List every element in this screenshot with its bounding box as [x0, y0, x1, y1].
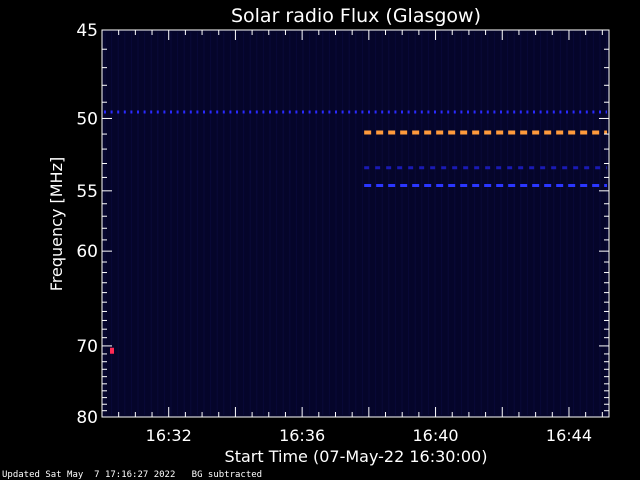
footer-updated: Updated Sat May 7 17:16:27 2022 — [2, 470, 176, 480]
y-tick-label: 80 — [76, 408, 98, 428]
y-tick-label: 55 — [76, 182, 98, 202]
emission-point — [110, 347, 115, 354]
y-tick-label: 70 — [76, 337, 98, 357]
x-tick-label: 16:40 — [412, 426, 458, 445]
y-tick-label: 45 — [76, 21, 98, 41]
y-tick-label: 50 — [76, 109, 98, 129]
chart-title: Solar radio Flux (Glasgow) — [231, 5, 481, 27]
x-tick-label: 16:32 — [146, 426, 192, 445]
footer-note: BG subtracted — [191, 470, 263, 480]
y-axis-label: Frequency [MHz] — [47, 157, 66, 291]
x-axis-label: Start Time (07-May-22 16:30:00) — [225, 447, 488, 466]
x-tick-label: 16:36 — [279, 426, 325, 445]
x-tick-label: 16:44 — [546, 426, 592, 445]
plot-frame — [101, 29, 610, 418]
y-tick-label: 60 — [76, 242, 98, 262]
footer: Updated Sat May 7 17:16:27 2022 BG subtr… — [2, 470, 262, 480]
